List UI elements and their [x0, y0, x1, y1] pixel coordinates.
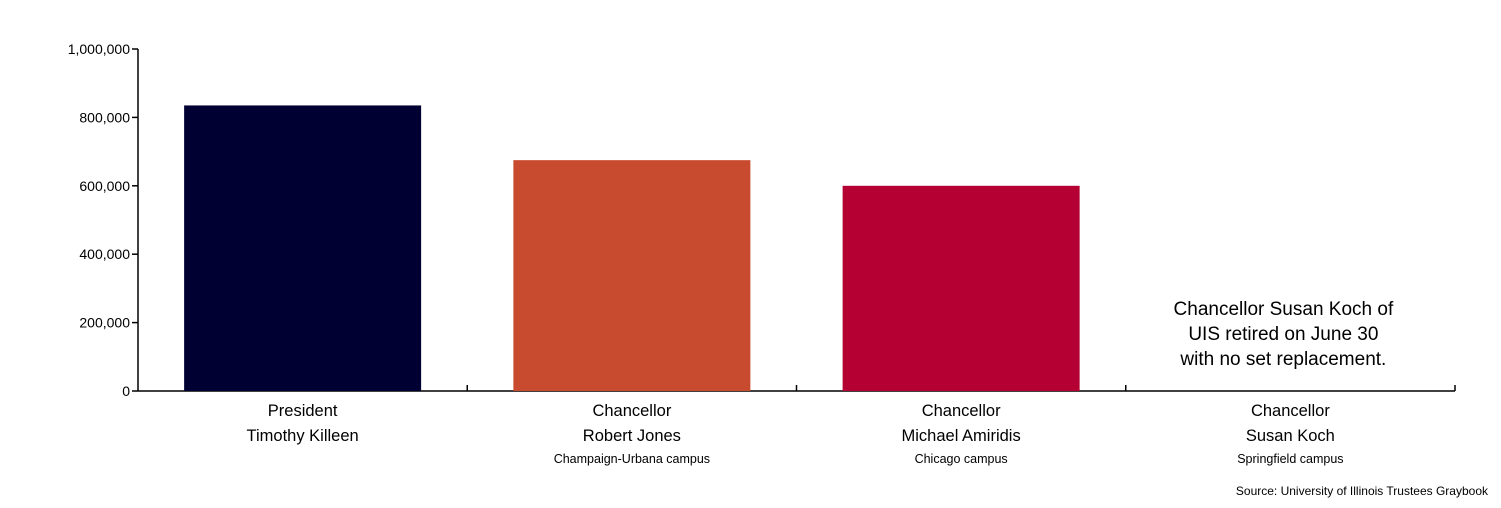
category-title: President: [268, 402, 338, 420]
bars: [184, 105, 1080, 392]
bar: [842, 185, 1080, 391]
bar: [184, 105, 422, 392]
y-tick-label: 0: [122, 383, 130, 399]
y-tick-label: 1,000,000: [68, 41, 130, 57]
category-name: Robert Jones: [583, 427, 681, 445]
category-title: Chancellor: [1251, 402, 1330, 420]
category-campus: Springfield campus: [1237, 452, 1343, 466]
y-tick-label: 200,000: [79, 315, 130, 331]
retirement-note: Chancellor Susan Koch of UIS retired on J…: [1174, 299, 1394, 370]
y-tick-label: 600,000: [79, 178, 130, 194]
y-axis: 0 200,000 400,000 600,000 800,000 1,000,000: [68, 41, 139, 399]
category-title: Chancellor: [592, 402, 671, 420]
source-note: Source: University of Illinois Trustees …: [1236, 484, 1489, 498]
category-title: Chancellor: [922, 402, 1001, 420]
bar: [513, 160, 751, 391]
category-name: Michael Amiridis: [902, 427, 1021, 445]
y-tick-label: 800,000: [79, 109, 130, 125]
category-name: Timothy Killeen: [247, 427, 359, 445]
category-labels: President Timothy Killeen Chancellor Robert…: [247, 402, 1344, 466]
retirement-note-line: with no set replacement.: [1179, 349, 1386, 370]
retirement-note-line: UIS retired on June 30: [1188, 324, 1378, 345]
category-name: Susan Koch: [1246, 427, 1335, 445]
category-campus: Chicago campus: [915, 452, 1008, 466]
retirement-note-line: Chancellor Susan Koch of: [1174, 299, 1394, 320]
category-campus: Champaign-Urbana campus: [554, 452, 710, 466]
y-tick-label: 400,000: [79, 246, 130, 262]
